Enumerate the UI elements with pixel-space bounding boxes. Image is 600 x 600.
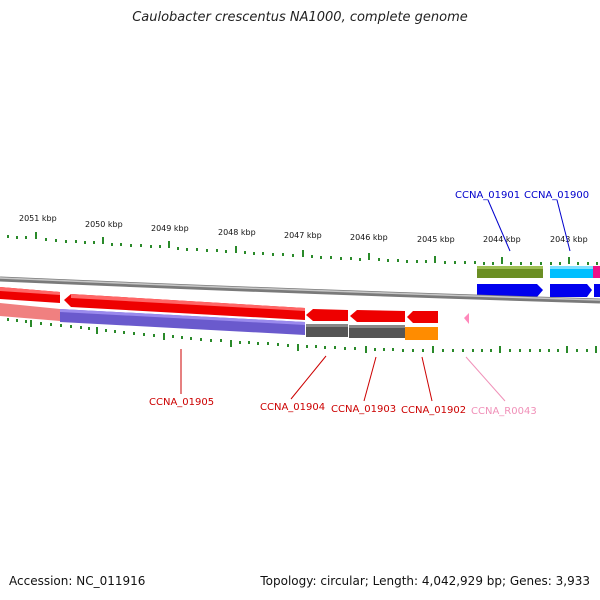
ruler-label: 2050 kbp (85, 220, 123, 229)
reverse-strand-cds (0, 303, 438, 340)
callout-ccna-01900 (556, 199, 571, 252)
gene-next-arrow[interactable] (594, 284, 600, 297)
callout-ccna-01903 (363, 356, 377, 402)
ruler-label: 2051 kbp (19, 214, 57, 223)
callout-ccna-01904 (290, 355, 327, 400)
lower-ruler (7, 318, 597, 353)
ruler-label: 2047 kbp (284, 231, 322, 240)
gene-label-ccna-01900[interactable]: CCNA_01900 (524, 190, 589, 201)
reverse-strand-genes (0, 287, 469, 324)
gene-ccna-01902-cds[interactable] (405, 327, 438, 340)
gene-ccna-01903-cds[interactable] (349, 325, 405, 338)
gene-ccna-01901-arrow[interactable] (477, 284, 543, 297)
topology-text: Topology: circular; Length: 4,042,929 bp… (260, 574, 590, 588)
gene-label-ccna-01902[interactable]: CCNA_01902 (401, 405, 466, 416)
ruler-label: 2044 kbp (483, 235, 521, 244)
ruler-label: 2049 kbp (151, 224, 189, 233)
gene-next-cds[interactable] (593, 266, 600, 278)
ruler-label: 2048 kbp (218, 228, 256, 237)
ruler-label: 2046 kbp (350, 233, 388, 242)
gene-labels: CCNA_01901 CCNA_01900 CCNA_01905 CCNA_01… (149, 190, 589, 417)
map-title: Caulobacter crescentus NA1000, complete … (132, 10, 468, 25)
ruler-label: 2045 kbp (417, 235, 455, 244)
gene-label-ccna-r0043[interactable]: CCNA_R0043 (471, 406, 537, 417)
callout-ccna-01902 (421, 356, 433, 402)
gene-ccna-01905-cds[interactable] (60, 309, 305, 335)
callout-ccna-01901 (487, 199, 511, 252)
accession-text: Accession: NC_011916 (9, 574, 146, 588)
ruler-label: 2043 kbp (550, 235, 588, 244)
ruler-labels: 2051 kbp 2050 kbp 2049 kbp 2048 kbp 2047… (19, 214, 588, 244)
upper-ruler (7, 232, 598, 265)
gene-ccna-01904-arrow[interactable] (306, 309, 348, 321)
gene-label-ccna-01901[interactable]: CCNA_01901 (455, 190, 520, 201)
gene-label-ccna-01905[interactable]: CCNA_01905 (149, 397, 214, 408)
gene-label-ccna-01904[interactable]: CCNA_01904 (260, 402, 325, 413)
forward-strand-genes (477, 266, 600, 297)
genome-backbone (0, 276, 600, 304)
gene-ccna-01903-arrow[interactable] (350, 310, 405, 322)
callout-ccna-r0043 (465, 356, 506, 402)
gene-ccna-01902-arrow[interactable] (407, 311, 438, 323)
gene-left-cds[interactable] (0, 303, 60, 321)
gene-label-ccna-01903[interactable]: CCNA_01903 (331, 404, 396, 415)
gene-ccna-01904-cds[interactable] (306, 324, 348, 337)
callout-lines (180, 199, 571, 402)
gene-ccna-01900-arrow[interactable] (550, 284, 592, 297)
gene-ccna-r0043-arrow[interactable] (464, 313, 469, 324)
